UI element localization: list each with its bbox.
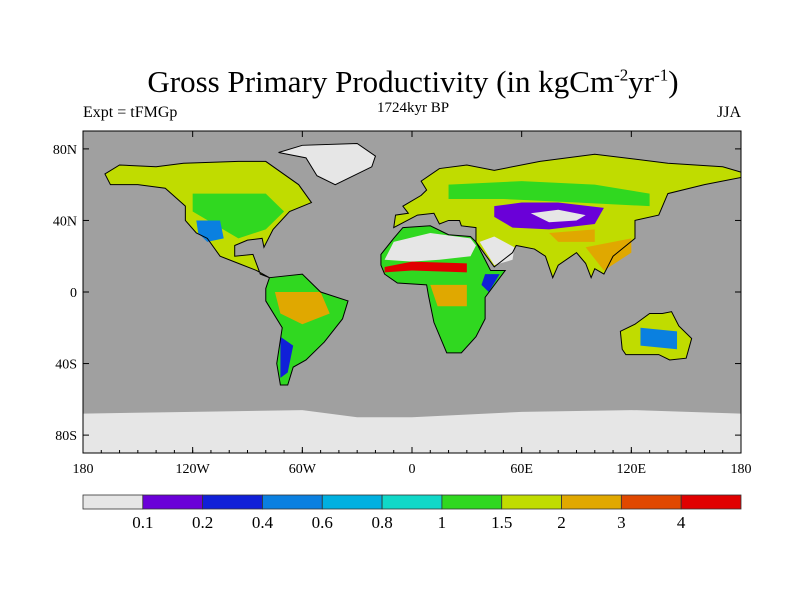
chart-subtitle: 1724kyr BP	[376, 100, 450, 116]
horn-africa-low	[481, 274, 500, 292]
eurasia-green	[448, 181, 650, 207]
colorbar-box	[142, 494, 204, 510]
colorbar-label: 0.6	[312, 513, 333, 532]
amazon	[274, 292, 330, 325]
patagonia-low	[280, 336, 294, 378]
central-asia-desert	[530, 209, 586, 223]
congo	[430, 284, 467, 307]
colorbar-label: 2	[557, 513, 566, 532]
colorbar-label: 4	[677, 513, 686, 532]
north-america-green	[192, 193, 285, 239]
colorbar-box	[441, 494, 503, 510]
x-tick-label: 60E	[510, 462, 533, 477]
y-tick-label: 40N	[53, 214, 77, 229]
colorbar-label: 0.4	[252, 513, 274, 532]
colorbar-label: 1	[438, 513, 447, 532]
colorbar-label: 0.2	[192, 513, 213, 532]
season-label: JJA	[716, 104, 741, 121]
colorbar-label: 0.1	[132, 513, 153, 532]
antarctica	[83, 410, 741, 453]
australia-interior	[640, 327, 678, 350]
colorbar-box	[321, 494, 383, 510]
colorbar-box	[620, 494, 682, 510]
sahel	[384, 261, 467, 273]
colorbar-box	[561, 494, 622, 510]
coastline-0	[104, 160, 313, 279]
greenland	[278, 143, 377, 186]
tibet-south	[549, 229, 595, 242]
colorbar-label: 1.5	[491, 513, 512, 532]
colorbar-label: 3	[617, 513, 626, 532]
x-tick-label: 120E	[617, 462, 647, 477]
y-tick-label: 80S	[55, 429, 77, 444]
experiment-label: Expt = tFMGp	[83, 104, 178, 121]
colorbar-box	[501, 494, 562, 510]
colorbar-box	[262, 494, 323, 510]
sahara	[384, 232, 476, 262]
x-tick-label: 0	[409, 462, 416, 477]
y-tick-label: 40S	[55, 358, 77, 373]
colorbar-box	[82, 494, 144, 510]
coastline-2	[380, 225, 507, 354]
coastline-4	[619, 311, 693, 361]
x-tick-label: 180	[73, 462, 94, 477]
chart-title: Gross Primary Productivity (in kgCm-2yr-…	[147, 64, 679, 99]
coastline-3	[393, 153, 742, 280]
x-tick-label: 120W	[176, 462, 211, 477]
se-asia	[585, 238, 632, 271]
colorbar-box	[381, 494, 443, 510]
y-tick-label: 0	[70, 286, 77, 301]
y-tick-label: 80N	[53, 143, 77, 158]
colorbar-box	[680, 494, 742, 510]
coastline-1	[265, 273, 349, 386]
colorbar-label: 0.8	[371, 513, 392, 532]
x-tick-label: 60W	[289, 462, 317, 477]
colorbar-box	[202, 494, 263, 510]
x-tick-label: 180	[731, 462, 752, 477]
